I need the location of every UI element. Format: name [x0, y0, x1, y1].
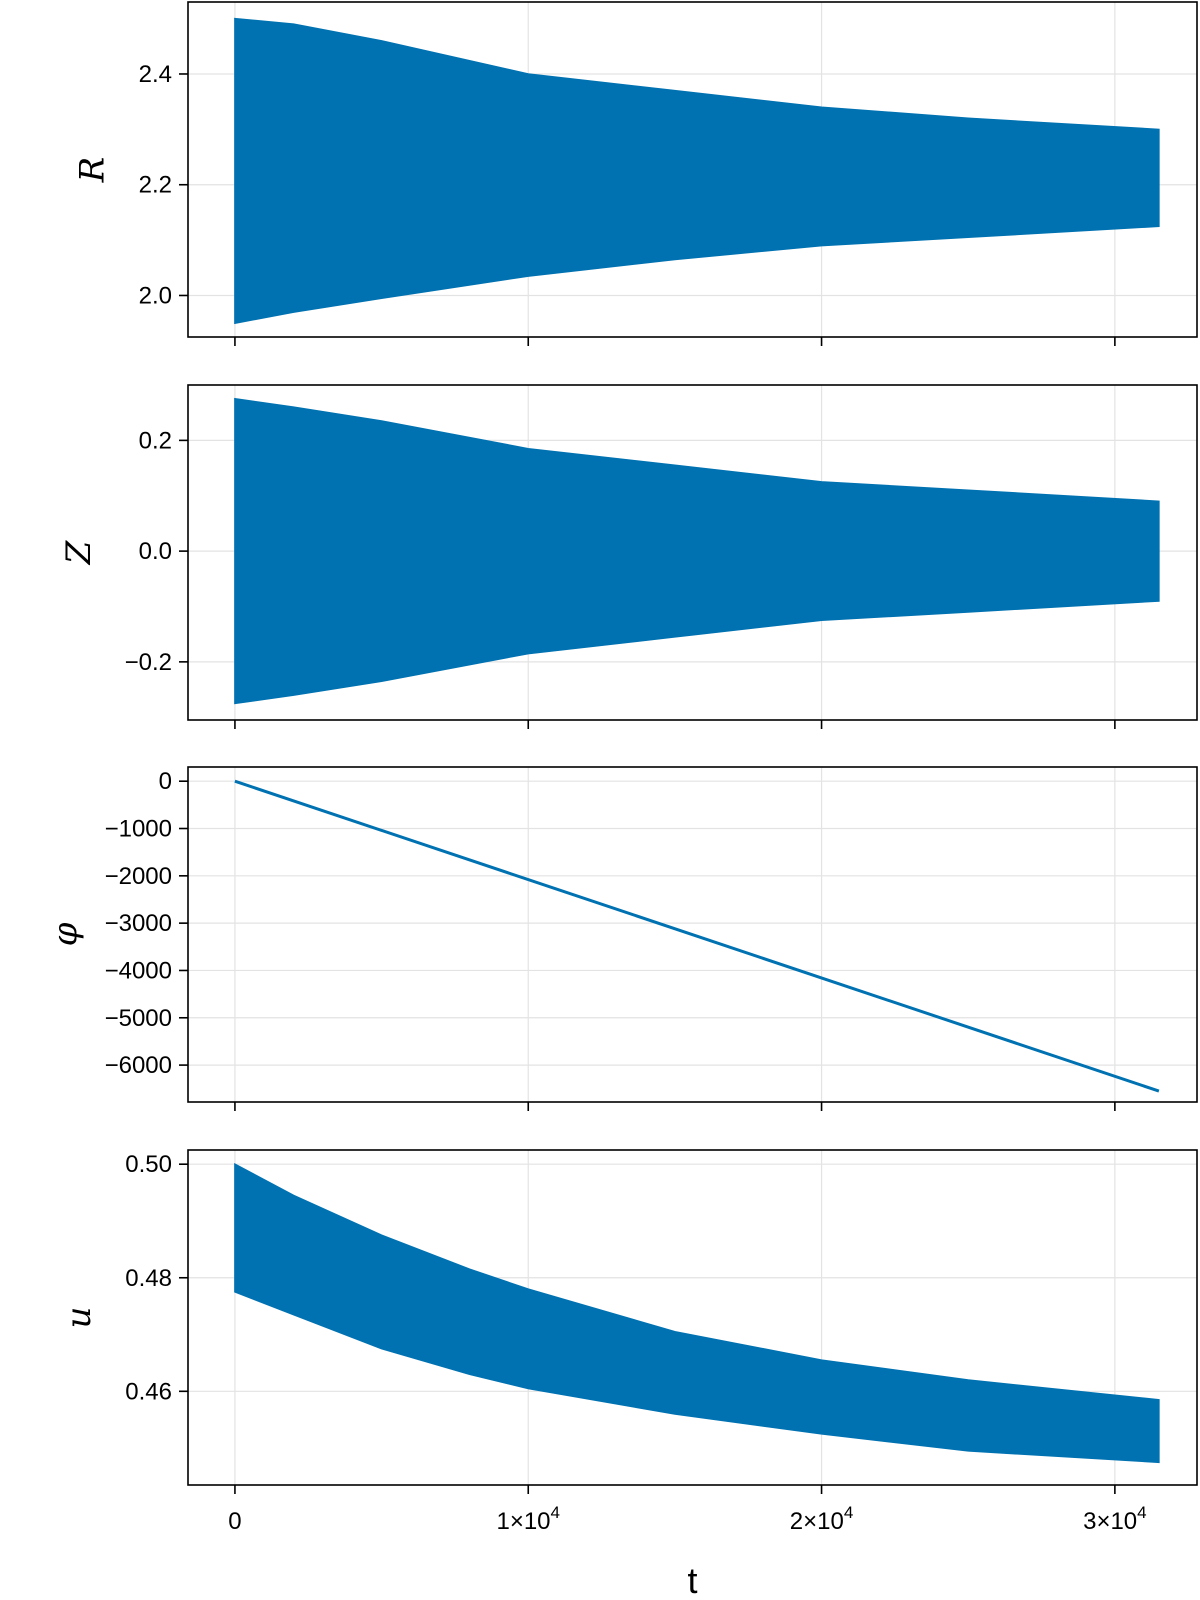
y-axis-label: u [59, 1307, 99, 1329]
x-axis-label: t [687, 1560, 697, 1600]
series-phi-line [234, 779, 1160, 1093]
y-tick-label: −2000 [105, 863, 172, 890]
x-tick-label: 3×104 [1083, 1503, 1147, 1535]
y-axis-label: R [73, 157, 113, 184]
y-axis-label: Z [59, 539, 99, 565]
series-R-band [234, 17, 1160, 325]
axes-frame [187, 1149, 1198, 1486]
y-tick-label: 2.4 [139, 61, 172, 88]
y-tick-label: −5000 [105, 1005, 172, 1032]
y-tick-label: −6000 [105, 1052, 172, 1079]
axes-frame [187, 1, 1198, 338]
y-axis-label: φ [46, 922, 86, 946]
y-tick-label: 2.2 [139, 172, 172, 199]
axes-frame [187, 766, 1198, 1103]
y-tick-label: −1000 [105, 816, 172, 843]
panel-Z: −0.2 0.0 0.2 Z [59, 384, 1198, 729]
x-tick-label: 2×104 [790, 1503, 854, 1535]
series-Z-band [234, 397, 1160, 705]
y-tick-label: 0.46 [125, 1378, 172, 1405]
y-tick-label: −4000 [105, 957, 172, 984]
y-tick-label: −0.2 [125, 649, 172, 676]
y-tick-label: 0.0 [139, 538, 172, 565]
y-tick-label: 2.0 [139, 282, 172, 309]
y-tick-label: 0.50 [125, 1151, 172, 1178]
y-tick-label: 0 [159, 768, 172, 795]
panel-phi: 0 −1000 −2000 −3000 −4000 −5000 −6000 φ [46, 766, 1198, 1111]
y-tick-label: −3000 [105, 910, 172, 937]
x-tick-label: 1×104 [496, 1503, 560, 1535]
y-tick-label: 0.2 [139, 427, 172, 454]
x-tick-label: 0 [228, 1508, 241, 1535]
axes-frame [187, 384, 1198, 721]
panel-u: 0.46 0.48 0.50 u [59, 1149, 1198, 1494]
panel-R: 2.0 2.2 2.4 R [73, 1, 1198, 346]
series-u-band [234, 1162, 1160, 1464]
y-tick-label: 0.48 [125, 1265, 172, 1292]
